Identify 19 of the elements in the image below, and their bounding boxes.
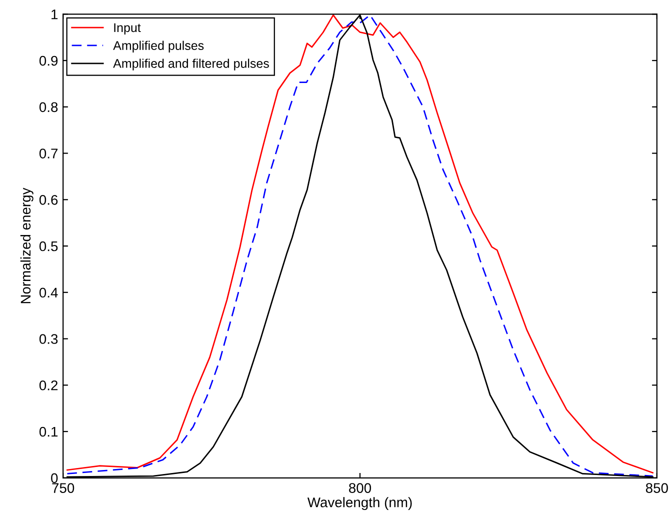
- y-tick-label: 0.7: [39, 148, 58, 158]
- y-tick-label: 0.9: [39, 56, 58, 66]
- legend-label: Amplified and filtered pulses: [113, 58, 269, 70]
- y-tick-label: 0.4: [39, 288, 58, 298]
- x-tick-label: 850: [646, 483, 668, 493]
- y-tick-label: 0.1: [39, 426, 58, 437]
- x-tick-label: 800: [349, 483, 372, 493]
- legend-label: Amplified pulses: [113, 40, 204, 52]
- y-tick-label: 0.3: [39, 334, 58, 344]
- y-tick-label: 0: [51, 473, 58, 484]
- x-tick-label: 750: [52, 483, 74, 493]
- y-tick-label: 0.2: [39, 380, 58, 390]
- y-tick-label: 1: [52, 10, 58, 20]
- y-tick-label: 0.6: [39, 194, 58, 205]
- y-axis-title: Normalized energy: [20, 188, 34, 304]
- legend-label: Input: [114, 23, 141, 35]
- x-axis-title: Wavelength (nm): [307, 497, 412, 510]
- y-tick-label: 0.8: [39, 102, 58, 112]
- y-tick-label: 0.5: [39, 241, 58, 252]
